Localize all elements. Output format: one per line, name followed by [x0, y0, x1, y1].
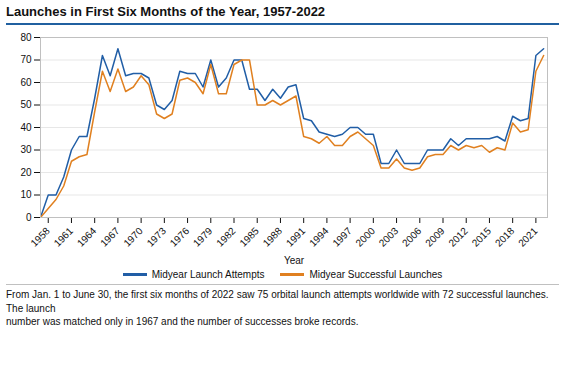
svg-text:2012: 2012 — [446, 225, 470, 249]
svg-text:20: 20 — [20, 167, 32, 178]
svg-text:60: 60 — [20, 77, 32, 88]
svg-text:1997: 1997 — [330, 225, 354, 249]
svg-text:2015: 2015 — [470, 225, 494, 249]
svg-text:1973: 1973 — [145, 225, 169, 249]
svg-text:1985: 1985 — [237, 225, 261, 249]
html-text:Launches in First Six Months o: Launches in First Six Months of the Year… — [6, 4, 326, 19]
svg-text:30: 30 — [20, 144, 32, 155]
svg-text:1967: 1967 — [98, 225, 122, 249]
html-text:Midyear Launch Attempts: Midyear Launch Attempts — [151, 269, 265, 280]
svg-text:Year: Year — [284, 255, 305, 266]
html-text:Midyear Successful Launches: Midyear Successful Launches — [309, 269, 443, 280]
svg-text:10: 10 — [20, 189, 32, 200]
svg-text:1982: 1982 — [214, 225, 238, 249]
svg-text:1994: 1994 — [307, 225, 331, 249]
svg-text:70: 70 — [20, 54, 32, 65]
svg-text:2021: 2021 — [516, 225, 540, 249]
svg-text:50: 50 — [20, 99, 32, 110]
svg-text:2018: 2018 — [493, 225, 517, 249]
html-text:From Jan. 1 to June 30, the fi: From Jan. 1 to June 30, the first six mo… — [6, 289, 549, 327]
svg-text:1961: 1961 — [52, 225, 76, 249]
svg-text:0: 0 — [26, 212, 32, 223]
svg-text:2003: 2003 — [377, 225, 401, 249]
svg-text:1964: 1964 — [75, 225, 99, 249]
svg-text:2006: 2006 — [400, 225, 424, 249]
svg-text:1970: 1970 — [121, 225, 145, 249]
svg-text:40: 40 — [20, 122, 32, 133]
svg-text:1979: 1979 — [191, 225, 215, 249]
svg-text:80: 80 — [20, 32, 32, 43]
svg-text:1958: 1958 — [28, 225, 52, 249]
svg-text:2000: 2000 — [354, 225, 378, 249]
svg-text:1988: 1988 — [261, 225, 285, 249]
svg-text:1991: 1991 — [284, 225, 308, 249]
svg-text:1976: 1976 — [168, 225, 192, 249]
svg-text:2009: 2009 — [423, 225, 447, 249]
